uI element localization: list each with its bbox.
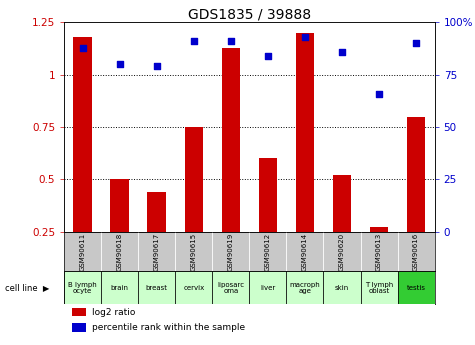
Bar [147,192,166,232]
Point [338,49,346,55]
Bar [101,271,138,304]
Bar [259,158,277,232]
Bar [212,271,249,304]
Text: skin: skin [335,285,349,291]
Bar [72,323,86,332]
Text: GSM90620: GSM90620 [339,233,345,270]
Text: B lymph
ocyte: B lymph ocyte [68,282,97,294]
Bar [64,271,101,304]
Bar [222,48,240,232]
Point [264,53,272,59]
Point [190,39,198,44]
Text: T lymph
oblast: T lymph oblast [365,282,393,294]
Bar [184,127,203,232]
Text: GSM90617: GSM90617 [154,233,160,270]
Text: GSM90613: GSM90613 [376,233,382,270]
Text: brain: brain [111,285,129,291]
Point [79,45,86,50]
Bar [175,271,212,304]
Text: GSM90618: GSM90618 [117,233,123,270]
Bar [333,175,352,232]
Text: cervix: cervix [183,285,204,291]
Point [301,34,309,40]
Bar [361,271,398,304]
Bar [370,227,389,232]
Point [412,41,420,46]
Text: GSM90614: GSM90614 [302,233,308,270]
Text: liver: liver [260,285,276,291]
Text: macroph
age: macroph age [290,282,320,294]
Bar [138,271,175,304]
Text: GSM90616: GSM90616 [413,233,419,270]
Bar [72,308,86,316]
Text: GSM90619: GSM90619 [228,233,234,270]
Bar [110,179,129,232]
Bar [407,117,426,232]
Point [375,91,383,96]
Bar [73,37,92,232]
Point [153,63,161,69]
Text: GSM90611: GSM90611 [80,233,86,270]
Text: GSM90612: GSM90612 [265,233,271,270]
Text: cell line  ▶: cell line ▶ [5,283,49,292]
Bar [398,271,435,304]
Text: testis: testis [407,285,426,291]
Bar [295,33,314,232]
Text: percentile rank within the sample: percentile rank within the sample [92,324,245,333]
Text: breast: breast [146,285,168,291]
Text: liposarc
oma: liposarc oma [217,282,245,294]
Bar [286,271,323,304]
Text: log2 ratio: log2 ratio [92,308,135,317]
Bar [323,271,361,304]
Text: GSM90615: GSM90615 [191,233,197,270]
Point [227,39,235,44]
Bar [249,271,286,304]
Title: GDS1835 / 39888: GDS1835 / 39888 [188,7,311,21]
Point [116,61,124,67]
